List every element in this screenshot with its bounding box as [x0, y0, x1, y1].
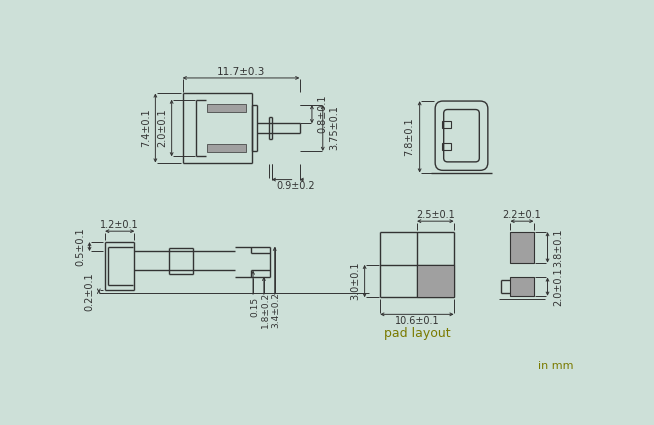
Text: pad layout: pad layout — [384, 327, 450, 340]
Text: 10.6±0.1: 10.6±0.1 — [394, 315, 439, 326]
Text: 3.8±0.1: 3.8±0.1 — [553, 228, 563, 266]
Bar — [510, 278, 534, 296]
Bar — [207, 144, 246, 152]
Bar — [442, 143, 451, 150]
Text: 0.9±0.2: 0.9±0.2 — [277, 181, 315, 191]
Text: 1.8±0.2: 1.8±0.2 — [261, 292, 270, 328]
Text: 0.5±0.1: 0.5±0.1 — [75, 227, 85, 266]
Text: 7.4±0.1: 7.4±0.1 — [141, 109, 151, 147]
Text: 0.8±0.1: 0.8±0.1 — [318, 95, 328, 133]
Text: in mm: in mm — [538, 360, 574, 371]
Text: 0.2±0.1: 0.2±0.1 — [84, 272, 94, 311]
Bar — [510, 232, 534, 263]
Text: 2.5±0.1: 2.5±0.1 — [416, 210, 455, 220]
Text: 2.0±0.1: 2.0±0.1 — [158, 109, 167, 147]
Text: 3.75±0.1: 3.75±0.1 — [330, 105, 339, 150]
Text: 7.8±0.1: 7.8±0.1 — [404, 118, 414, 156]
Bar — [442, 122, 451, 128]
Bar — [207, 104, 246, 112]
Text: 0.15: 0.15 — [250, 297, 259, 317]
Text: 11.7±0.3: 11.7±0.3 — [217, 67, 266, 77]
Text: 2.2±0.1: 2.2±0.1 — [502, 210, 542, 220]
Text: 2.0±0.1: 2.0±0.1 — [553, 267, 563, 306]
Text: 3.4±0.2: 3.4±0.2 — [272, 292, 281, 328]
Bar — [417, 265, 454, 297]
Text: 1.2±0.1: 1.2±0.1 — [101, 220, 139, 230]
Text: 3.0±0.1: 3.0±0.1 — [351, 262, 360, 300]
